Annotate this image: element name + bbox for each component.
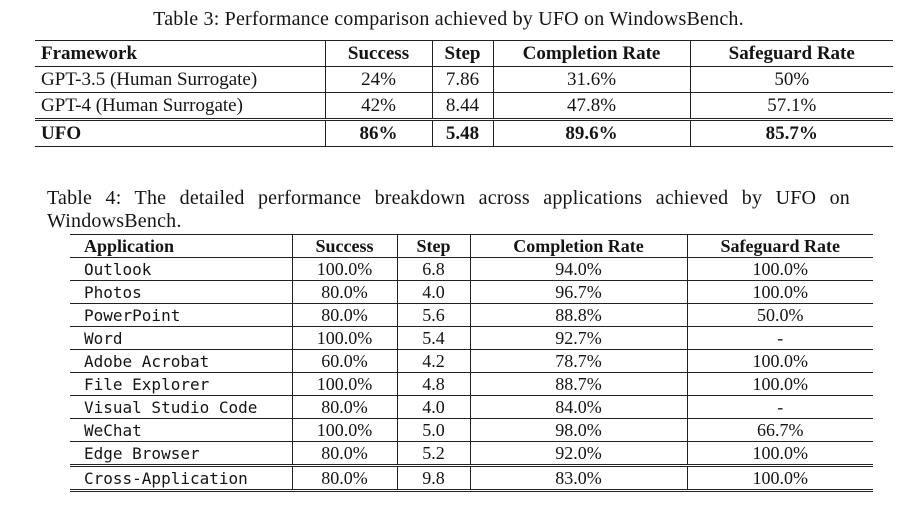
application-cell: File Explorer [70, 372, 292, 396]
completion-rate-cell: 83.0% [469, 464, 687, 492]
step-cell: 5.2 [396, 441, 470, 466]
completion-rate-cell: 98.0% [469, 418, 687, 442]
success-cell: 80.0% [291, 395, 397, 419]
safeguard-rate-cell: 100.0% [686, 372, 873, 396]
column-header: Completion Rate [492, 40, 690, 67]
safeguard-rate-cell: 66.7% [686, 418, 873, 442]
column-header: Application [70, 234, 292, 258]
step-cell: 7.86 [431, 66, 493, 93]
success-cell: 80.0% [291, 441, 397, 466]
column-header: Framework [35, 40, 325, 67]
table-row: Outlook 100.0% 6.8 94.0% 100.0% [70, 257, 873, 281]
success-cell: 100.0% [291, 326, 397, 350]
step-cell: 9.8 [396, 464, 470, 492]
success-cell: 100.0% [291, 257, 397, 281]
table-row-ufo: UFO 86% 5.48 89.6% 85.7% [35, 118, 893, 147]
framework-cell: GPT-4 (Human Surrogate) [35, 92, 325, 120]
table-row: Adobe Acrobat 60.0% 4.2 78.7% 100.0% [70, 349, 873, 373]
application-cell: PowerPoint [70, 303, 292, 327]
safeguard-rate-cell: 100.0% [686, 464, 873, 492]
completion-rate-cell: 88.7% [469, 372, 687, 396]
table-row: Visual Studio Code 80.0% 4.0 84.0% - [70, 395, 873, 419]
step-cell: 4.8 [396, 372, 470, 396]
column-header: Safeguard Rate [689, 40, 893, 67]
step-cell: 5.6 [396, 303, 470, 327]
table-row: Photos 80.0% 4.0 96.7% 100.0% [70, 280, 873, 304]
safeguard-rate-cell: 100.0% [686, 280, 873, 304]
table3-caption: Table 3: Performance comparison achieved… [153, 8, 744, 30]
table-row: File Explorer 100.0% 4.8 88.7% 100.0% [70, 372, 873, 396]
safeguard-rate-cell: 100.0% [686, 441, 873, 466]
table-row: WeChat 100.0% 5.0 98.0% 66.7% [70, 418, 873, 442]
completion-rate-cell: 92.0% [469, 441, 687, 466]
step-cell: 4.0 [396, 280, 470, 304]
safeguard-rate-cell: 57.1% [689, 92, 893, 120]
table3-header-row: Framework Success Step Completion Rate S… [35, 40, 893, 67]
completion-rate-cell: 84.0% [469, 395, 687, 419]
completion-rate-cell: 31.6% [492, 66, 690, 93]
application-cell: Adobe Acrobat [70, 349, 292, 373]
table-row: Word 100.0% 5.4 92.7% - [70, 326, 873, 350]
application-cell: Edge Browser [70, 441, 292, 466]
success-cell: 80.0% [291, 464, 397, 492]
table-row: GPT-4 (Human Surrogate) 42% 8.44 47.8% 5… [35, 92, 893, 120]
safeguard-rate-cell: 85.7% [689, 118, 893, 147]
step-cell: 6.8 [396, 257, 470, 281]
step-cell: 5.48 [431, 118, 493, 147]
completion-rate-cell: 96.7% [469, 280, 687, 304]
step-cell: 4.2 [396, 349, 470, 373]
table4-performance-breakdown: Application Success Step Completion Rate… [70, 234, 873, 492]
table3-performance-comparison: Framework Success Step Completion Rate S… [35, 40, 893, 147]
table4-caption-line1: Table 4: The detailed performance breakd… [47, 187, 850, 209]
table-row: GPT-3.5 (Human Surrogate) 24% 7.86 31.6%… [35, 66, 893, 93]
completion-rate-cell: 92.7% [469, 326, 687, 350]
safeguard-rate-cell: - [686, 395, 873, 419]
column-header: Step [431, 40, 493, 67]
framework-cell: GPT-3.5 (Human Surrogate) [35, 66, 325, 93]
success-cell: 42% [324, 92, 432, 120]
table-row: Edge Browser 80.0% 5.2 92.0% 100.0% [70, 441, 873, 466]
column-header: Success [291, 234, 397, 258]
step-cell: 4.0 [396, 395, 470, 419]
safeguard-rate-cell: 100.0% [686, 349, 873, 373]
application-cell: Photos [70, 280, 292, 304]
column-header: Completion Rate [469, 234, 687, 258]
column-header: Success [324, 40, 432, 67]
completion-rate-cell: 89.6% [492, 118, 690, 147]
step-cell: 8.44 [431, 92, 493, 120]
framework-cell: UFO [35, 118, 325, 147]
column-header: Safeguard Rate [686, 234, 873, 258]
table-row: PowerPoint 80.0% 5.6 88.8% 50.0% [70, 303, 873, 327]
application-cell: Visual Studio Code [70, 395, 292, 419]
step-cell: 5.4 [396, 326, 470, 350]
application-cell: Cross-Application [70, 464, 292, 492]
table4-caption-line2: WindowsBench. [47, 210, 182, 232]
table4-header-row: Application Success Step Completion Rate… [70, 234, 873, 258]
success-cell: 60.0% [291, 349, 397, 373]
success-cell: 24% [324, 66, 432, 93]
completion-rate-cell: 78.7% [469, 349, 687, 373]
completion-rate-cell: 94.0% [469, 257, 687, 281]
step-cell: 5.0 [396, 418, 470, 442]
safeguard-rate-cell: - [686, 326, 873, 350]
application-cell: WeChat [70, 418, 292, 442]
completion-rate-cell: 47.8% [492, 92, 690, 120]
success-cell: 80.0% [291, 280, 397, 304]
success-cell: 86% [324, 118, 432, 147]
table4-caption: Table 4: The detailed performance breakd… [47, 187, 850, 233]
success-cell: 80.0% [291, 303, 397, 327]
completion-rate-cell: 88.8% [469, 303, 687, 327]
success-cell: 100.0% [291, 418, 397, 442]
table-row-cross-application: Cross-Application 80.0% 9.8 83.0% 100.0% [70, 464, 873, 492]
application-cell: Word [70, 326, 292, 350]
column-header: Step [396, 234, 470, 258]
safeguard-rate-cell: 50% [689, 66, 893, 93]
application-cell: Outlook [70, 257, 292, 281]
success-cell: 100.0% [291, 372, 397, 396]
safeguard-rate-cell: 100.0% [686, 257, 873, 281]
safeguard-rate-cell: 50.0% [686, 303, 873, 327]
